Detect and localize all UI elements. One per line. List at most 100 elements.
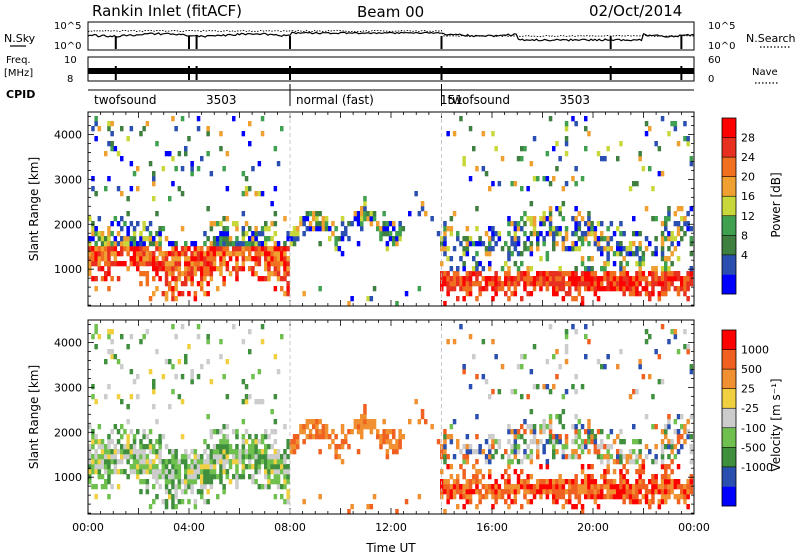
power-cell xyxy=(651,291,655,297)
power-cell xyxy=(459,116,463,122)
power-cell xyxy=(568,291,572,297)
power-cell xyxy=(648,241,652,247)
power-cell xyxy=(158,261,162,267)
velocity-cell xyxy=(580,479,585,485)
velocity-cell xyxy=(196,374,201,380)
velocity-cell xyxy=(600,474,604,480)
power-cell xyxy=(209,171,214,177)
power-cell xyxy=(369,221,374,227)
power-cell xyxy=(545,281,550,287)
power-cell xyxy=(590,266,594,272)
power-cell xyxy=(564,141,569,147)
power-cell xyxy=(689,276,694,282)
power-cell xyxy=(513,286,518,292)
velocity-cell xyxy=(244,394,249,400)
power-cell xyxy=(545,216,550,222)
velocity-cell xyxy=(644,494,649,500)
velocity-cell xyxy=(529,369,534,375)
velocity-cell xyxy=(110,349,114,355)
power-cell xyxy=(516,236,521,242)
velocity-cell xyxy=(107,439,111,445)
velocity-cell xyxy=(580,449,585,455)
velocity-cell xyxy=(248,474,252,480)
velocity-cell xyxy=(136,459,140,465)
velocity-cell xyxy=(129,454,134,460)
power-cell xyxy=(654,236,658,242)
velocity-cell xyxy=(475,474,479,480)
power-cell xyxy=(145,121,150,127)
power-cell xyxy=(88,241,92,247)
velocity-cell xyxy=(123,469,127,475)
velocity-cell xyxy=(526,424,530,430)
velocity-cell xyxy=(222,444,226,450)
velocity-cell xyxy=(526,394,530,400)
power-cell xyxy=(635,291,639,297)
power-cell xyxy=(648,166,652,172)
velocity-cell xyxy=(571,324,575,330)
velocity-cell xyxy=(104,359,108,365)
velocity-cell xyxy=(94,344,98,350)
power-cell xyxy=(283,251,287,257)
power-cell xyxy=(216,286,220,292)
power-cell xyxy=(257,256,262,262)
power-cell xyxy=(184,276,188,282)
velocity-cell xyxy=(520,479,524,485)
power-cell xyxy=(104,241,108,247)
velocity-cell xyxy=(664,484,668,490)
velocity-cell xyxy=(216,449,220,455)
power-cell xyxy=(270,261,274,267)
velocity-cell xyxy=(552,434,556,440)
power-cell xyxy=(88,251,92,257)
power-cell xyxy=(276,161,281,167)
power-cell xyxy=(513,221,518,227)
velocity-colorbar-tick-label-2: 25 xyxy=(741,383,755,396)
velocity-cell xyxy=(443,444,447,450)
velocity-cell xyxy=(132,449,137,455)
power-cell xyxy=(488,261,492,267)
velocity-cell xyxy=(280,334,284,340)
power-cell xyxy=(628,276,633,282)
velocity-cell xyxy=(660,499,665,505)
power-cell xyxy=(270,201,274,207)
velocity-cell xyxy=(676,484,681,490)
velocity-cell xyxy=(193,454,198,460)
power-cell xyxy=(196,256,201,262)
power-cell xyxy=(161,291,166,297)
velocity-cell xyxy=(216,474,220,480)
nsky-label: N.Sky xyxy=(4,32,36,45)
velocity-cell xyxy=(110,439,114,445)
velocity-cell xyxy=(635,389,639,395)
velocity-cell xyxy=(228,479,233,485)
power-cell xyxy=(193,241,198,247)
velocity-cell xyxy=(267,484,271,490)
power-cell xyxy=(283,246,287,252)
power-cell xyxy=(385,231,390,237)
power-cell xyxy=(248,241,252,247)
velocity-cell xyxy=(488,449,492,455)
velocity-cell xyxy=(478,444,482,450)
velocity-cell xyxy=(113,449,118,455)
velocity-cell xyxy=(571,484,575,490)
velocity-cell xyxy=(574,504,578,510)
velocity-cell xyxy=(171,479,175,485)
velocity-cell xyxy=(340,444,345,450)
velocity-cell xyxy=(148,449,153,455)
velocity-cell xyxy=(212,459,217,465)
velocity-cell xyxy=(209,434,214,440)
power-cell xyxy=(420,206,425,212)
power-cell xyxy=(203,266,207,272)
velocity-cell xyxy=(356,429,361,435)
velocity-cell xyxy=(552,479,556,485)
power-cell xyxy=(676,221,681,227)
power-cell xyxy=(555,276,559,282)
power-cell xyxy=(164,276,169,282)
power-cell xyxy=(660,271,665,277)
power-cell xyxy=(603,261,607,267)
power-cell xyxy=(145,281,150,287)
velocity-cell xyxy=(273,439,278,445)
velocity-cell xyxy=(446,494,450,500)
power-cell xyxy=(225,186,230,192)
power-cell xyxy=(222,246,226,252)
power-cell xyxy=(484,251,489,257)
power-cell xyxy=(321,221,326,227)
